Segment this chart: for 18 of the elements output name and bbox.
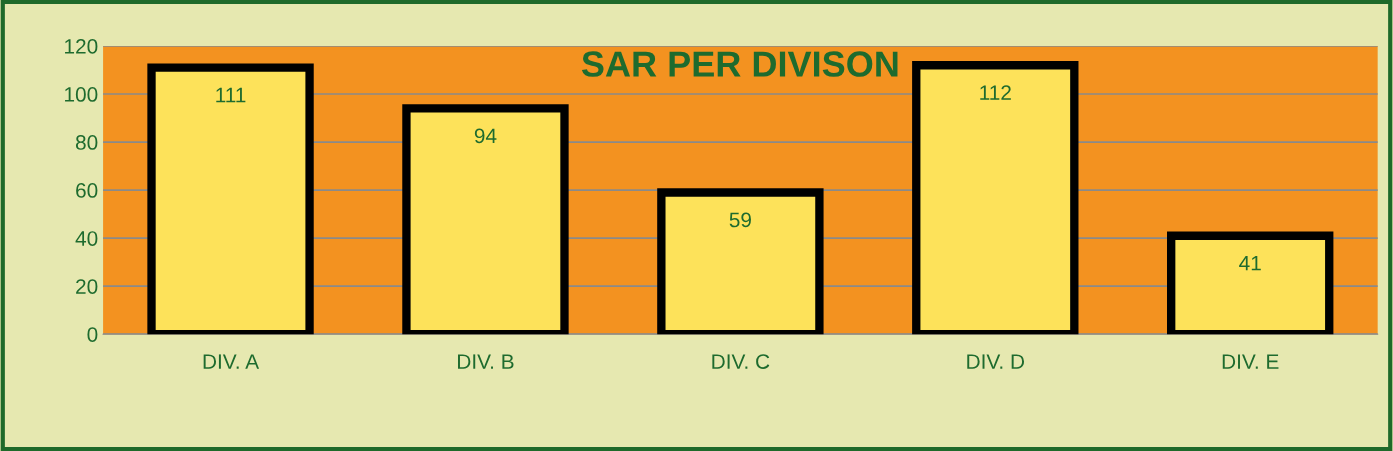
data-label: 111	[216, 87, 246, 103]
data-label: 41	[1239, 255, 1261, 271]
y-tick-label: 20	[76, 279, 98, 294]
x-tick-label: DIV. C	[712, 354, 770, 369]
data-label: 59	[729, 212, 751, 228]
y-tick-label: 60	[76, 183, 98, 198]
y-tick-label: 120	[65, 39, 98, 54]
y-tick-label: 100	[65, 87, 98, 102]
x-tick-label: DIV. A	[203, 354, 260, 369]
x-tick-label: DIV. D	[967, 354, 1025, 369]
y-tick-label: 80	[75, 135, 98, 150]
y-tick-label: 0	[87, 327, 98, 342]
y-tick-label: 40	[75, 231, 98, 246]
x-tick-label: DIV. B	[458, 354, 514, 369]
chart-title: SAR PER DIVISON	[581, 51, 898, 77]
data-label: 94	[474, 128, 497, 144]
data-label: 112	[980, 85, 1011, 100]
x-tick-label: DIV. E	[1222, 354, 1279, 369]
